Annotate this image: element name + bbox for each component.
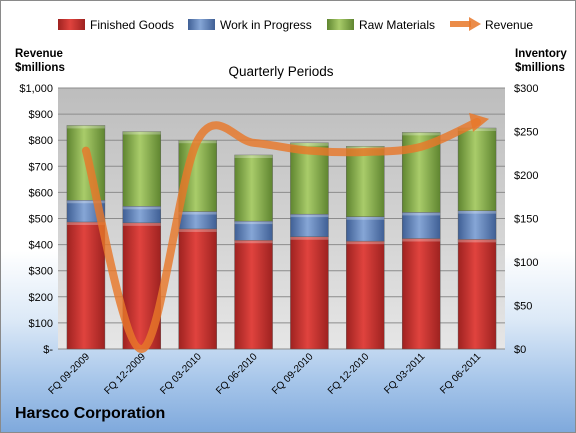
bar-work-in-progress [346,216,385,242]
bar-finished-goods-cap [290,236,329,240]
revenue-line [81,117,482,353]
bar-work-in-progress [401,212,441,239]
bar-work-in-progress-cap [458,210,497,214]
legend-label-revenue: Revenue [485,18,533,32]
y-left-tick-label: $500 [29,214,53,226]
bar-raw-materials-cap [458,128,497,132]
bar-raw-materials-cap [66,125,105,129]
y-right-tick-label: $50 [514,301,532,313]
bar-raw-materials-cap [290,142,329,146]
x-tick-label: FQ 12-2010 [326,351,372,397]
y-right-tick-label: $200 [514,170,538,182]
bar-finished-goods-cap [66,221,105,225]
legend-arrow-revenue [469,17,481,31]
y-left-axis-title-line-1: Revenue [15,48,63,60]
y-right-tick-label: $300 [514,83,538,95]
bar-work-in-progress-cap [346,216,385,220]
bar-raw-materials-cap [346,146,385,150]
bar-finished-goods [178,228,217,350]
bar-finished-goods [290,236,329,350]
x-tick-label: FQ 09-2009 [47,351,93,397]
y-right-tick-label: $150 [514,214,538,226]
y-left-tick-label: $- [43,344,53,356]
y-left-tick-label: $700 [29,161,53,173]
bar-raw-materials-cap [402,132,441,136]
y-left-tick-labels: $- $100 $200 $300 $400 $500 $600 $700 $800 $900 $1… [19,83,53,356]
legend-label-work-in-progress: Work in Progress [220,18,312,32]
x-tick-labels: FQ 09-2009 FQ 12-2009 FQ 03-2010 FQ 06-2010… [47,351,484,397]
y-left-tick-label: $800 [29,135,53,147]
bar-finished-goods [66,221,106,350]
bar-work-in-progress-cap [122,206,161,210]
legend-swatch-raw-materials [327,19,354,30]
bar-raw-materials [234,154,273,222]
bar-finished-goods-cap [346,241,385,245]
bar-finished-goods [457,239,497,350]
chart-title: Quarterly Periods [228,64,333,79]
bar-raw-materials-cap [234,154,273,158]
y-right-axis-title: Inventory $millions [515,48,570,74]
y-left-tick-label: $400 [29,240,53,252]
company-name: Harsco Corporation [15,405,166,422]
bar-finished-goods-cap [402,238,441,242]
bar-finished-goods-cap [178,228,217,232]
x-tick-label: FQ 06-2011 [438,351,483,396]
revenue-line-arrowhead [469,112,490,132]
bar-work-in-progress-cap [66,200,105,204]
bar-work-in-progress-cap [290,214,329,218]
y-left-tick-label: $600 [29,187,53,199]
x-tick-label: FQ 06-2010 [214,351,260,397]
y-left-tick-label: $300 [29,266,53,278]
legend-swatch-work-in-progress [188,19,215,30]
bar-work-in-progress-cap [178,211,217,215]
legend: Finished Goods Work in Progress Raw Mate… [58,17,533,32]
legend-label-raw-materials: Raw Materials [359,18,435,32]
bar-finished-goods [401,238,441,350]
y-right-tick-label: $250 [514,127,538,139]
bar-raw-materials [457,127,497,211]
bar-finished-goods-cap [458,239,497,243]
x-tick-label: FQ 09-2010 [270,351,316,397]
y-left-axis-title: Revenue $millions [15,48,66,74]
x-tick-label: FQ 03-2011 [382,351,427,396]
bar-finished-goods-cap [122,222,161,226]
bar-finished-goods [234,240,273,350]
y-left-tick-label: $900 [29,109,53,121]
bar-finished-goods-cap [234,240,273,244]
legend-swatch-finished-goods [58,19,85,30]
bar-work-in-progress [290,213,329,237]
y-right-tick-label: $0 [514,344,526,356]
bar-raw-materials [346,146,385,217]
bar-work-in-progress-cap [402,212,441,216]
bar-raw-materials [290,142,329,215]
y-right-axis-title-line-2: $millions [515,62,565,74]
y-left-tick-label: $200 [29,292,53,304]
bar-raw-materials-cap [122,131,161,135]
y-left-axis-title-line-2: $millions [15,62,65,74]
y-left-tick-label: $1,000 [19,83,53,95]
y-left-tick-label: $100 [29,318,53,330]
y-right-tick-labels: $0 $50 $100 $150 $200 $250 $300 [514,83,538,356]
revenue-line-group [81,112,490,353]
x-tick-label: FQ 03-2010 [158,351,204,397]
bar-raw-materials [122,131,162,207]
bar-work-in-progress-cap [234,221,273,225]
y-right-axis-title-line-1: Inventory [515,48,567,60]
legend-label-finished-goods: Finished Goods [90,18,174,32]
x-tick-label: FQ 12-2009 [102,351,148,397]
y-right-tick-label: $100 [514,257,538,269]
bar-work-in-progress [457,210,497,240]
bar-finished-goods [346,240,385,350]
